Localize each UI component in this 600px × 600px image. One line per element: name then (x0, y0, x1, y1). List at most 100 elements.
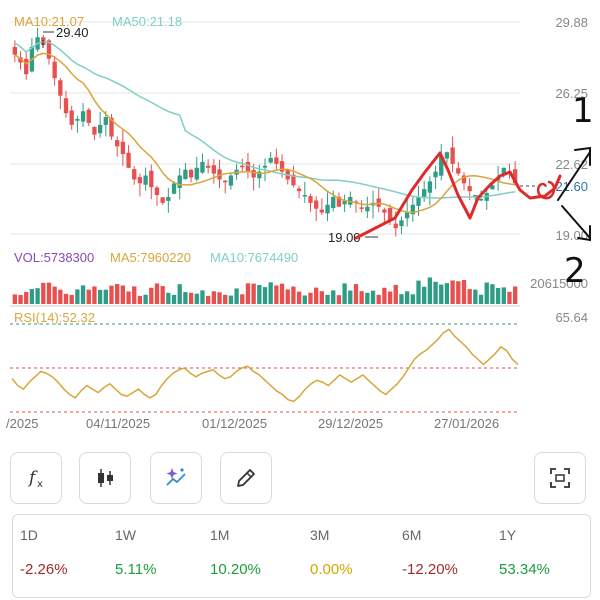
volume-bar (467, 289, 472, 304)
candle-body (274, 157, 279, 164)
candle-body (171, 183, 177, 194)
candle-body (120, 141, 126, 155)
candle-body (223, 180, 228, 183)
volume-bar (46, 282, 52, 304)
candle-body (115, 140, 120, 147)
volume-bar (69, 294, 74, 304)
perf-value: -12.20% (402, 561, 458, 578)
rsi-axis-label: 65.64 (555, 310, 588, 325)
vol-ma5-label: MA5:7960220 (110, 250, 191, 265)
volume-bar (86, 289, 91, 304)
candle-body (376, 198, 381, 207)
date-tick: /2025 (6, 416, 39, 431)
volume-bar (302, 295, 307, 304)
volume-bar (495, 288, 501, 304)
candle-body (512, 169, 518, 184)
low-value: 19.00 (328, 230, 361, 245)
volume-bar (115, 283, 120, 304)
candle-body (473, 195, 478, 197)
volume-bar (92, 286, 97, 304)
volume-bar (382, 287, 387, 304)
draw-button[interactable] (220, 452, 272, 504)
price-chart[interactable]: MA10:21.07 MA50:21.18 29.88 26.25 22.62 … (0, 0, 600, 450)
volume-bar (154, 283, 160, 304)
volume-bar (149, 287, 154, 304)
volume-bar (18, 294, 23, 304)
candlestick-button[interactable] (79, 452, 131, 504)
volume-bar (29, 289, 35, 304)
current-price: 21.60 (555, 179, 588, 194)
perf-label: 1M (210, 527, 230, 543)
candle-body (86, 109, 91, 123)
candle-body (52, 61, 57, 79)
candle-body (24, 58, 29, 75)
function-button[interactable]: f x (10, 452, 62, 504)
volume-bar (291, 286, 296, 304)
handwritten-label-2: 2 (564, 251, 586, 291)
candle-body (166, 196, 171, 201)
candle-body (348, 196, 353, 205)
candle-body (63, 98, 69, 114)
candle-body (160, 197, 165, 203)
candle-body (461, 175, 467, 184)
candle-body (58, 80, 63, 96)
candle-body (450, 147, 455, 164)
price-tick: 26.25 (555, 86, 588, 101)
candle-body (478, 198, 484, 201)
candle-body (149, 170, 154, 188)
candle-body (154, 187, 160, 196)
candle-body (314, 200, 319, 209)
candle-body (228, 175, 234, 186)
volume-bar (41, 282, 46, 304)
candle-body (382, 209, 387, 213)
date-axis: /2025 04/11/2025 01/12/2025 29/12/2025 2… (6, 416, 499, 431)
volume-bar (427, 277, 433, 304)
handwritten-label-1: 1 (572, 91, 594, 131)
volume-bar (507, 291, 512, 304)
performance-panel: 1D -2.26% 1W 5.11% 1M 10.20% 3M 0.00% 6M… (12, 514, 591, 598)
fullscreen-button[interactable] (534, 452, 586, 504)
volume-bar (35, 288, 40, 304)
volume-bars (12, 277, 518, 304)
high-annotation: 29.40 (42, 25, 89, 48)
volume-bar (52, 286, 57, 304)
perf-label: 6M (402, 527, 422, 543)
candle-body (194, 167, 199, 180)
volume-legend: VOL:5738300 MA5:7960220 MA10:7674490 (14, 250, 298, 265)
perf-value: -2.26% (20, 561, 68, 578)
volume-bar (228, 295, 234, 304)
candle-body (103, 117, 108, 125)
candlestick-icon (98, 469, 113, 487)
candle-body (331, 196, 336, 209)
volume-bar (370, 290, 376, 304)
volume-bar (325, 294, 330, 304)
volume-bar (433, 281, 438, 304)
volume-axis-label: 20615000 (530, 276, 588, 291)
candlestick-series (12, 28, 518, 237)
indicator-button[interactable] (150, 452, 202, 504)
volume-bar (319, 291, 325, 304)
candle-body (444, 152, 450, 159)
volume-bar (24, 292, 29, 304)
candle-body (501, 167, 506, 174)
volume-bar (393, 284, 398, 304)
svg-text:x: x (37, 479, 43, 490)
volume-bar (194, 293, 199, 304)
volume-bar (234, 288, 239, 304)
volume-bar (223, 294, 228, 304)
volume-bar (501, 287, 506, 304)
volume-bar (348, 290, 353, 304)
rsi-line (11, 328, 519, 403)
volume-bar (251, 283, 256, 304)
candle-body (422, 189, 427, 197)
ma10-line (14, 52, 516, 214)
candle-body (109, 117, 114, 137)
volume-bar (336, 295, 342, 304)
volume-bar (97, 289, 103, 304)
pen-icon (237, 469, 255, 487)
candle-body (205, 165, 211, 168)
volume-bar (331, 290, 336, 304)
volume-bar (58, 289, 63, 304)
volume-bar (399, 294, 404, 304)
date-tick: 27/01/2026 (434, 416, 499, 431)
